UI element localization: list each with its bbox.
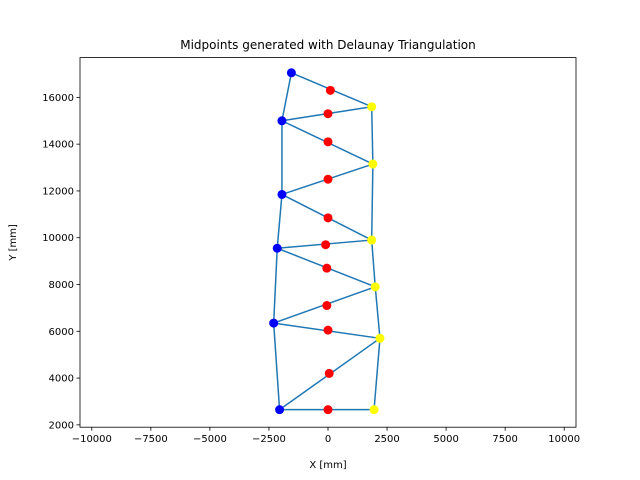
y-tick-label: 14000 bbox=[42, 140, 74, 151]
vertex-point-left bbox=[272, 243, 282, 253]
triangulation-edge bbox=[370, 163, 374, 241]
y-tick-label: 16000 bbox=[42, 93, 74, 104]
vertex-point-right bbox=[368, 159, 378, 169]
x-tick-label: 0 bbox=[325, 434, 331, 445]
vertex-point-left bbox=[277, 189, 287, 199]
triangulation-edge bbox=[370, 105, 374, 165]
x-tick-label: 10000 bbox=[548, 434, 580, 445]
vertex-point-right bbox=[367, 102, 377, 112]
vertex-point-left bbox=[277, 116, 287, 126]
x-tick-label: 7500 bbox=[492, 434, 517, 445]
y-axis-label: Y [mm] bbox=[8, 224, 19, 262]
y-tick-label: 8000 bbox=[49, 280, 74, 291]
x-tick-label: 5000 bbox=[433, 434, 458, 445]
y-tick-label: 6000 bbox=[49, 327, 74, 338]
vertex-point-right bbox=[375, 333, 385, 343]
midpoint-point bbox=[321, 240, 331, 250]
vertex-point-right bbox=[370, 282, 380, 292]
triangulation-edge bbox=[370, 239, 376, 288]
y-tick-label: 10000 bbox=[42, 233, 74, 244]
midpoint-point bbox=[323, 405, 333, 415]
triangulation-edge bbox=[272, 247, 278, 324]
midpoint-point bbox=[323, 174, 333, 184]
x-axis-label: X [mm] bbox=[309, 460, 346, 471]
midpoint-point bbox=[323, 213, 333, 223]
triangulation-edge bbox=[374, 286, 381, 340]
midpoint-point bbox=[322, 301, 332, 311]
vertex-point-right bbox=[369, 405, 379, 415]
triangulation-edge bbox=[281, 72, 293, 122]
scatter-points bbox=[269, 68, 385, 415]
chart-title: Midpoints generated with Delaunay Triang… bbox=[180, 38, 476, 52]
triangulation-edge bbox=[272, 322, 281, 411]
midpoint-point bbox=[323, 325, 333, 335]
triangulation-edge bbox=[373, 337, 381, 411]
midpoint-point bbox=[325, 85, 335, 95]
x-tick-label: −7500 bbox=[134, 434, 168, 445]
y-axis-ticks: 2000 4000 6000 8000 10000 12000 14000 16000 bbox=[42, 93, 80, 431]
triangulation-edge bbox=[276, 193, 283, 249]
x-axis-ticks: −10000 −7500 −5000 −2500 0 2500 5000 7500 10000 bbox=[72, 427, 580, 445]
x-tick-label: −5000 bbox=[193, 434, 227, 445]
midpoint-point bbox=[323, 109, 333, 119]
midpoint-point bbox=[323, 137, 333, 147]
midpoint-point bbox=[324, 368, 334, 378]
x-tick-label: 2500 bbox=[374, 434, 399, 445]
vertex-point-right bbox=[367, 235, 377, 245]
x-tick-label: −10000 bbox=[72, 434, 112, 445]
x-tick-label: −2500 bbox=[252, 434, 286, 445]
y-tick-label: 2000 bbox=[49, 420, 74, 431]
vertex-point-left bbox=[286, 68, 296, 78]
y-tick-label: 4000 bbox=[49, 374, 74, 385]
vertex-point-left bbox=[269, 318, 279, 328]
y-tick-label: 12000 bbox=[42, 186, 74, 197]
midpoint-point bbox=[322, 263, 332, 273]
vertex-point-left bbox=[275, 405, 285, 415]
